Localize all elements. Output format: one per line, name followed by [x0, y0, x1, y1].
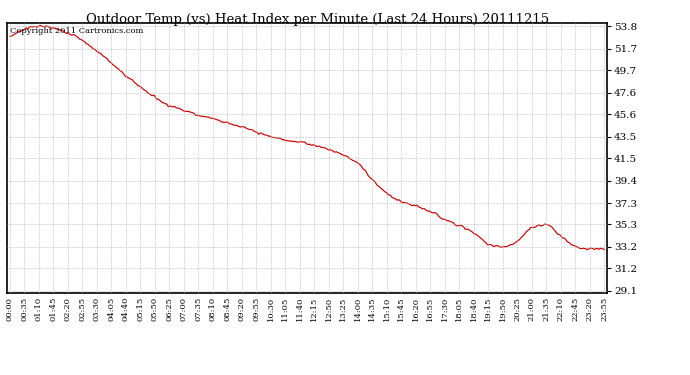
Text: Outdoor Temp (vs) Heat Index per Minute (Last 24 Hours) 20111215: Outdoor Temp (vs) Heat Index per Minute … — [86, 13, 549, 26]
Text: Copyright 2011 Cartronics.com: Copyright 2011 Cartronics.com — [10, 27, 144, 34]
